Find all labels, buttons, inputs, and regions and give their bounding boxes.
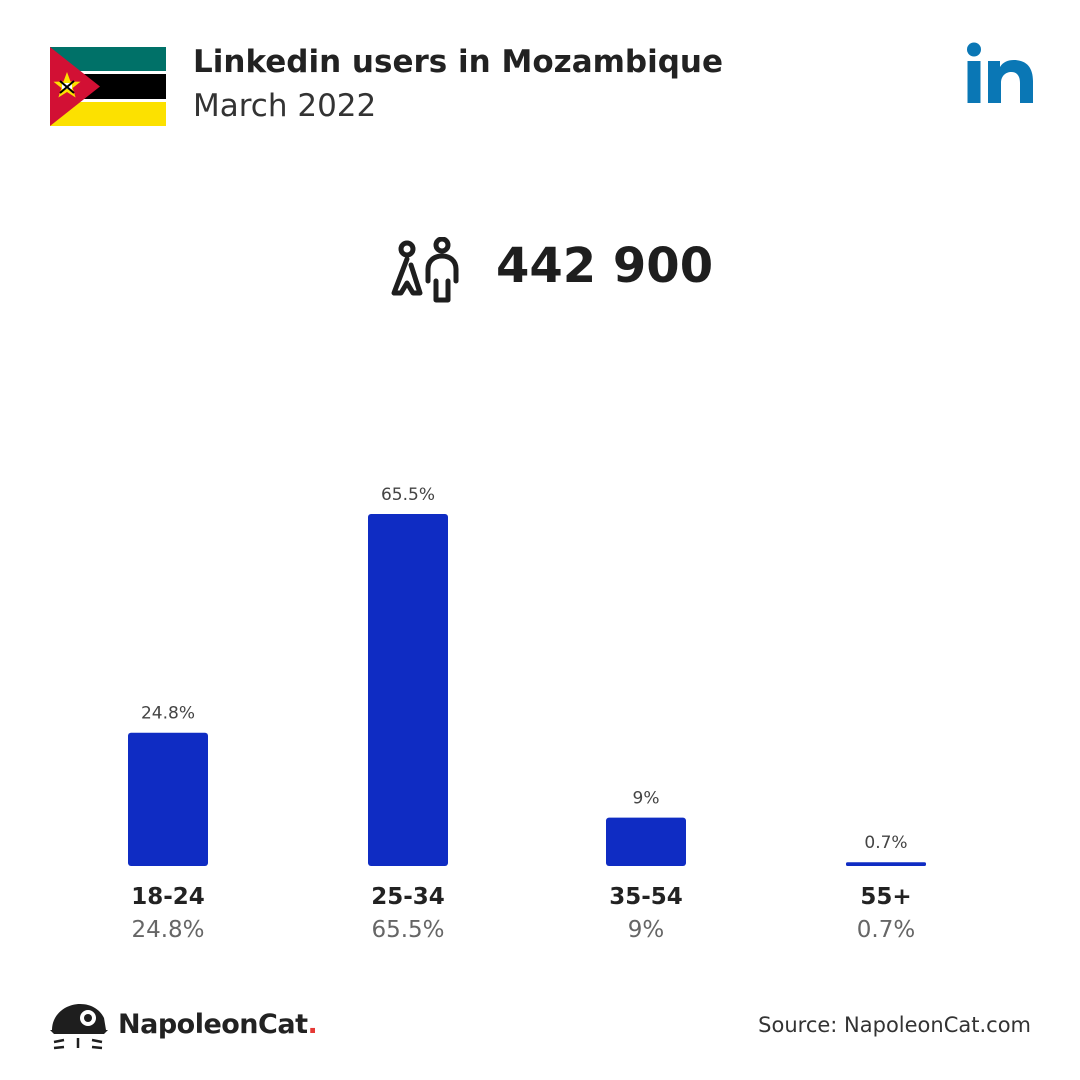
napoleoncat-logo-icon: [50, 1004, 108, 1050]
age-bar-chart: 24.8% 65.5% 9% 0.7%: [128, 485, 926, 866]
brand-name: NapoleonCat.: [118, 1009, 318, 1040]
source-text: Source: NapoleonCat.com: [758, 1013, 1031, 1037]
users-icon: [391, 237, 459, 303]
total-users-value: 442 900: [496, 238, 714, 294]
category-tick-label: 35-54: [609, 884, 683, 910]
bar-25-34: [368, 514, 448, 866]
bar-35-54: [606, 817, 686, 866]
category-value-label: 9%: [627, 917, 665, 943]
category-tick-label: 55+: [860, 884, 912, 910]
bar-55+: [846, 862, 926, 866]
linkedin-logo-icon: [967, 42, 1033, 103]
bar-data-label: 9%: [633, 789, 660, 809]
mozambique-flag-icon: [50, 47, 166, 126]
page-subtitle: March 2022: [193, 88, 377, 124]
bar-data-label: 24.8%: [141, 704, 195, 724]
category-tick-label: 18-24: [131, 884, 205, 910]
bar-data-label: 0.7%: [864, 833, 907, 853]
category-value-label: 24.8%: [131, 917, 205, 943]
category-value-label: 65.5%: [371, 917, 445, 943]
category-tick-label: 25-34: [371, 884, 445, 910]
page-title: Linkedin users in Mozambique: [193, 44, 724, 80]
bar-data-label: 65.5%: [381, 485, 435, 505]
category-value-label: 0.7%: [856, 917, 916, 943]
bar-18-24: [128, 732, 208, 866]
